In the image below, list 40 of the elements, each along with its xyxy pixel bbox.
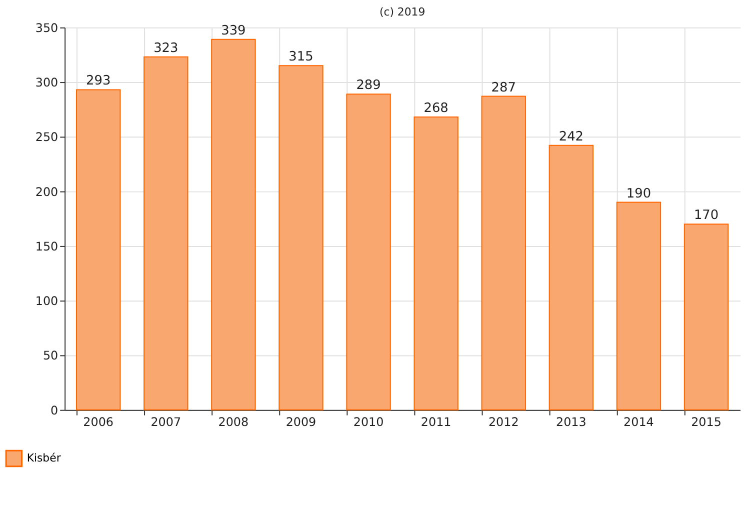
text: (c) 2019 [379, 5, 426, 18]
x-tick-label: 2014 [624, 415, 654, 430]
y-tick-label: 100 [35, 294, 58, 308]
data-label: 170 [694, 208, 719, 224]
bar [144, 56, 188, 410]
bar [211, 38, 256, 410]
bar [548, 144, 594, 410]
data-label: 323 [154, 40, 178, 56]
y-tick-label: 250 [35, 130, 58, 144]
bar [684, 224, 729, 410]
data-label: 339 [221, 23, 246, 38]
data-label: 315 [288, 50, 314, 65]
bar [346, 94, 391, 410]
x-tick-label: 2011 [420, 415, 452, 430]
bar [616, 202, 662, 410]
data-label: 190 [626, 186, 652, 202]
y-tick-label: 200 [35, 184, 58, 199]
x-tick-label: 2007 [150, 415, 182, 430]
bar [76, 89, 121, 410]
data-label: 289 [356, 78, 381, 94]
y-tick-label: 0 [50, 403, 58, 418]
data-label: 242 [558, 129, 584, 144]
x-tick-label: 2009 [286, 415, 316, 430]
x-tick-label: 2006 [83, 415, 114, 430]
data-label: 293 [86, 74, 111, 89]
data-label: 268 [424, 101, 448, 116]
y-tick-label: 50 [42, 348, 58, 363]
x-tick-label: 2013 [556, 415, 586, 430]
bar [481, 96, 526, 410]
x-tick-label: 2008 [218, 415, 249, 430]
y-tick-label: 150 [35, 239, 58, 254]
x-tick-label: 2012 [488, 415, 519, 430]
bar [278, 65, 324, 410]
y-tick-label: 350 [35, 20, 58, 35]
data-label: 287 [491, 80, 516, 96]
x-tick-label: 2015 [691, 415, 722, 430]
bar [414, 116, 458, 410]
legend-label: Kisbér [26, 452, 62, 464]
y-tick-label: 300 [35, 76, 58, 90]
x-tick-label: 2010 [353, 415, 384, 430]
